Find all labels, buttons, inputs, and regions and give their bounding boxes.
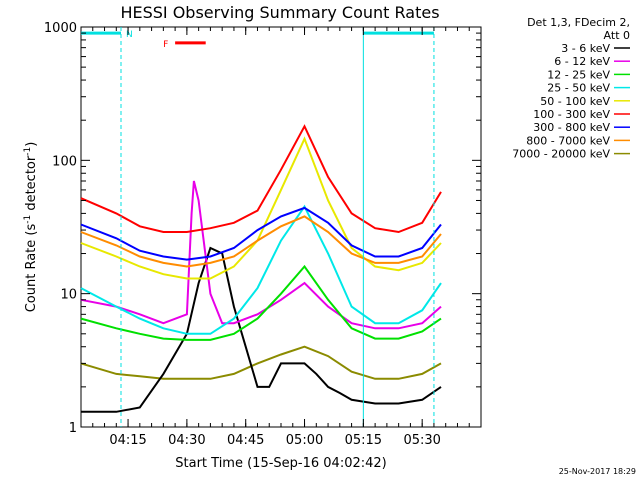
night-label: N bbox=[126, 30, 133, 40]
legend-label-0: 3 - 6 keV bbox=[561, 42, 610, 55]
y-tick-label-2: 100 bbox=[52, 154, 77, 169]
x-tick-label-4: 05:15 bbox=[345, 433, 382, 448]
x-tick-label-0: 04:15 bbox=[109, 433, 146, 448]
legend-label-6: 300 - 800 keV bbox=[533, 121, 610, 134]
y-axis-label-sup2: -1 bbox=[23, 147, 33, 156]
legend-label-4: 50 - 100 keV bbox=[540, 95, 610, 108]
legend-label-5: 100 - 300 keV bbox=[533, 108, 610, 121]
legend-header-line-2: Att 0 bbox=[604, 29, 630, 42]
legend-header-line-1: Det 1,3, FDecim 2, bbox=[527, 16, 630, 29]
x-tick-label-5: 05:30 bbox=[403, 433, 440, 448]
legend-label-7: 800 - 7000 keV bbox=[526, 134, 610, 147]
series-line-8 bbox=[80, 345, 442, 380]
y-tick-label-1: 10 bbox=[60, 288, 77, 303]
series-line-7 bbox=[80, 215, 442, 268]
series-group bbox=[80, 124, 442, 413]
timestamp: 25-Nov-2017 18:29 bbox=[559, 467, 636, 476]
y-axis: 1 10 100 1000 bbox=[44, 21, 481, 436]
y-axis-label-mid: detector bbox=[24, 155, 39, 215]
y-tick-label-0: 1 bbox=[69, 421, 77, 436]
x-tick-label-3: 05:00 bbox=[286, 433, 323, 448]
x-tick-label-1: 04:30 bbox=[168, 433, 205, 448]
series-line-3 bbox=[80, 204, 442, 335]
y-tick-label-3: 1000 bbox=[44, 21, 77, 36]
annotation-group: NF bbox=[81, 27, 435, 427]
series-line-6 bbox=[80, 206, 442, 261]
legend-label-3: 25 - 50 keV bbox=[547, 82, 610, 95]
series-line-0 bbox=[81, 246, 442, 413]
flare-label: F bbox=[163, 40, 168, 50]
series-line-4 bbox=[80, 136, 442, 280]
x-tick-label-2: 04:45 bbox=[227, 433, 264, 448]
legend-label-8: 7000 - 20000 keV bbox=[512, 148, 610, 161]
y-axis-label-end: ) bbox=[24, 142, 39, 147]
chart-title: HESSI Observing Summary Count Rates bbox=[120, 3, 439, 22]
series-line-5 bbox=[80, 124, 442, 234]
y-axis-label: Count Rate (s-1 detector-1) bbox=[23, 142, 39, 313]
y-axis-label-sup1: -1 bbox=[23, 215, 33, 224]
x-axis: 04:15 04:30 04:45 05:00 05:15 05:30 bbox=[92, 27, 482, 448]
x-axis-label: Start Time (15-Sep-16 04:02:42) bbox=[175, 456, 386, 471]
y-axis-label-main: Count Rate (s bbox=[24, 224, 39, 313]
legend-label-2: 12 - 25 keV bbox=[547, 68, 610, 81]
legend-label-1: 6 - 12 keV bbox=[554, 55, 610, 68]
series-line-2 bbox=[80, 264, 442, 341]
